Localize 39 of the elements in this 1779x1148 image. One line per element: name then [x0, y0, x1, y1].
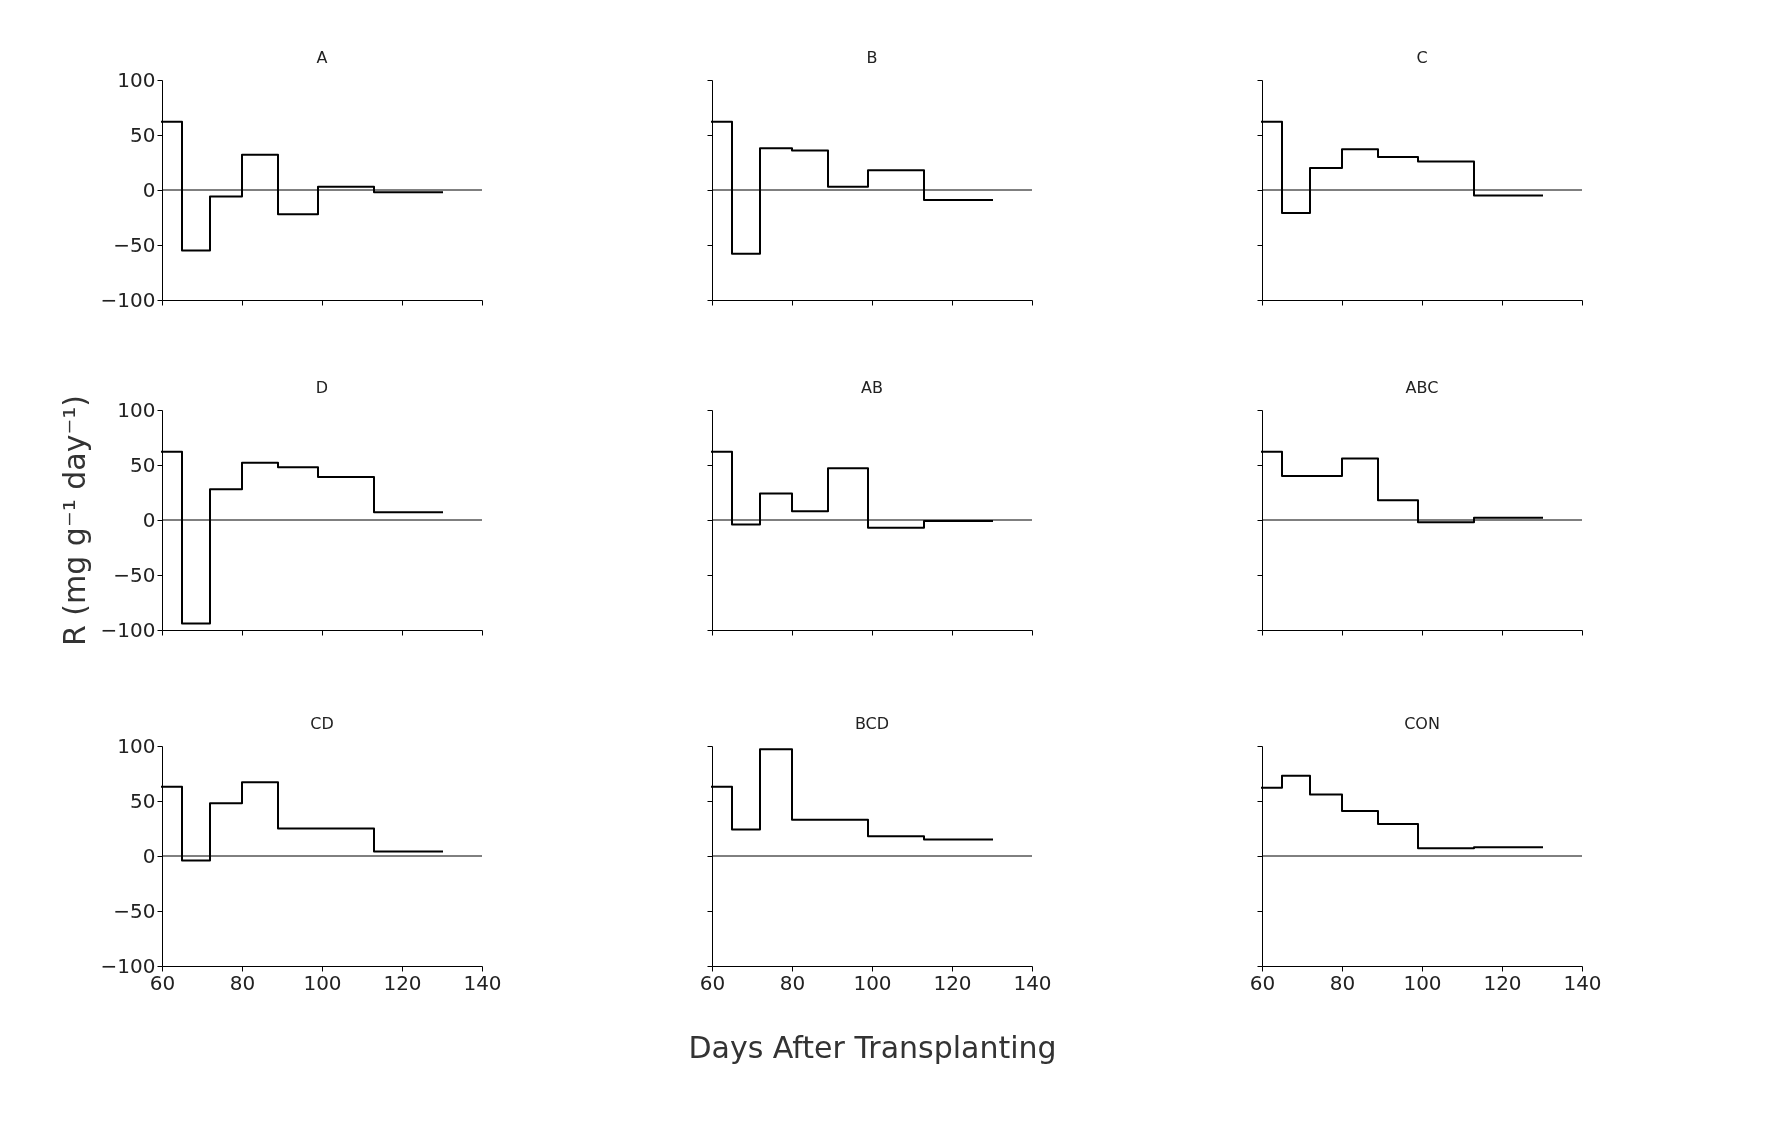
x-tick-label: 100	[853, 970, 892, 995]
chart-title: AB	[861, 378, 883, 397]
x-tick-label: 140	[463, 970, 502, 995]
y-tick-label: −50	[113, 898, 156, 923]
x-tick-label: 100	[303, 970, 342, 995]
y-tick-label: 0	[142, 507, 156, 532]
y-tick-label: −100	[100, 287, 156, 312]
x-tick-label: 120	[383, 970, 422, 995]
y-axis-title: R (mg g⁻¹ day⁻¹)	[56, 394, 92, 647]
chart-title: C	[1416, 48, 1428, 67]
x-axis-title: Days After Transplanting	[688, 1029, 1057, 1065]
y-tick-label: 0	[142, 177, 156, 202]
x-tick-label: 80	[779, 970, 806, 995]
y-tick-label: −100	[100, 617, 156, 642]
y-tick-label: 50	[130, 452, 156, 477]
y-tick-label: 0	[142, 843, 156, 868]
y-tick-label: 50	[130, 788, 156, 813]
chart-title: ABC	[1405, 378, 1439, 397]
x-tick-label: 140	[1013, 970, 1052, 995]
x-tick-label: 120	[933, 970, 972, 995]
y-tick-label: 50	[130, 122, 156, 147]
x-tick-label: 140	[1563, 970, 1602, 995]
y-tick-label: −50	[113, 562, 156, 587]
chart-title: BCD	[854, 714, 890, 733]
chart-title: D	[315, 378, 329, 397]
y-tick-label: −50	[113, 232, 156, 257]
x-tick-label: 120	[1483, 970, 1522, 995]
x-tick-label: 80	[229, 970, 256, 995]
x-tick-label: 100	[1403, 970, 1442, 995]
chart-title: CD	[310, 714, 334, 733]
chart-title: CON	[1404, 714, 1440, 733]
x-tick-label: 60	[1249, 970, 1276, 995]
x-tick-label: 60	[699, 970, 726, 995]
y-tick-label: 100	[117, 397, 156, 422]
chart-title: A	[316, 48, 328, 67]
x-tick-label: 80	[1329, 970, 1356, 995]
y-tick-label: 100	[117, 67, 156, 92]
y-tick-label: 100	[117, 733, 156, 758]
chart-title: B	[866, 48, 878, 67]
